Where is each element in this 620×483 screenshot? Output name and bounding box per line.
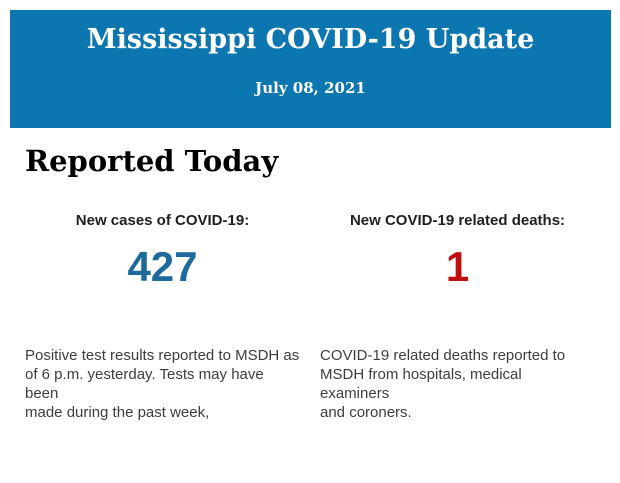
- new-cases-column: New cases of COVID-19: 427 Positive test…: [25, 212, 300, 422]
- page: Mississippi COVID-19 Update July 08, 202…: [0, 10, 620, 483]
- new-deaths-description: COVID-19 related deaths reported to MSDH…: [320, 347, 566, 421]
- new-deaths-value: 1: [445, 243, 470, 290]
- header-banner: Mississippi COVID-19 Update July 08, 202…: [10, 10, 611, 128]
- page-title: Mississippi COVID-19 Update: [86, 24, 535, 55]
- section-heading: Reported Today: [25, 144, 279, 178]
- new-cases-description: Positive test results reported to MSDH a…: [25, 347, 300, 421]
- new-cases-value: 427: [127, 243, 198, 290]
- report-date: July 08, 2021: [255, 79, 366, 97]
- new-deaths-column: New COVID-19 related deaths: 1 COVID-19 …: [320, 212, 595, 422]
- new-deaths-label: New COVID-19 related deaths:: [349, 212, 566, 229]
- new-cases-label: New cases of COVID-19:: [75, 212, 250, 229]
- stats-columns: New cases of COVID-19: 427 Positive test…: [25, 212, 595, 422]
- report-content: Reported Today New cases of COVID-19: 42…: [0, 142, 620, 422]
